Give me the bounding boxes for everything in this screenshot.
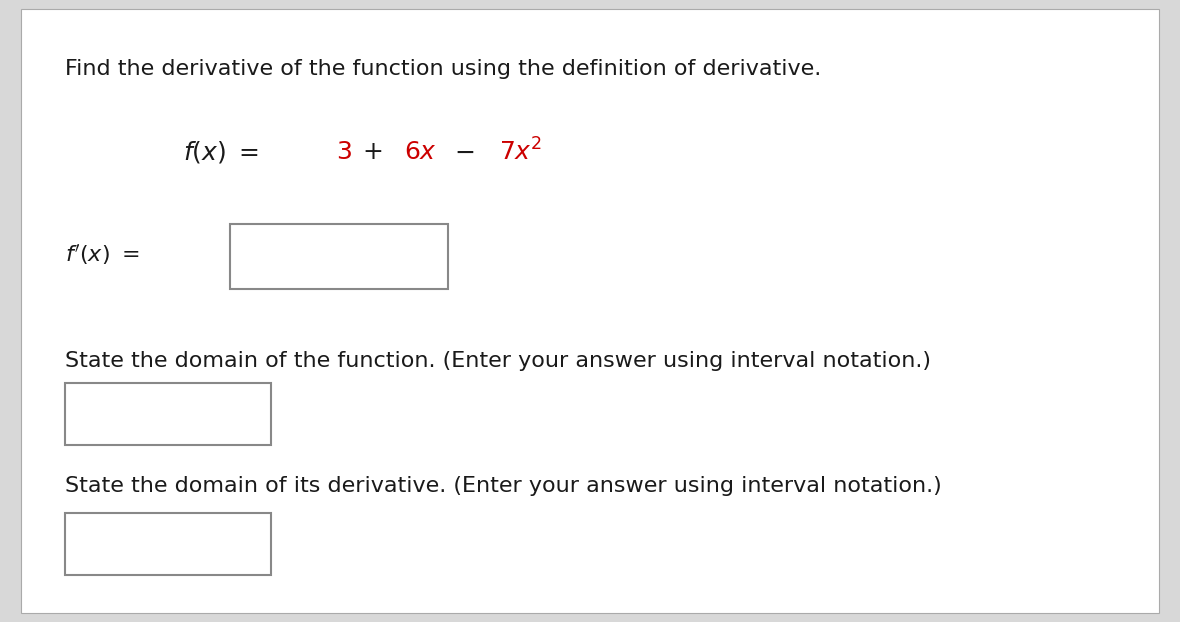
- FancyBboxPatch shape: [21, 9, 1159, 613]
- Text: State the domain of the function. (Enter your answer using interval notation.): State the domain of the function. (Enter…: [65, 351, 931, 371]
- FancyBboxPatch shape: [65, 383, 271, 445]
- Text: $-$: $-$: [454, 141, 474, 164]
- Text: $7x^2$: $7x^2$: [499, 139, 543, 166]
- Text: $+$: $+$: [362, 141, 382, 164]
- FancyBboxPatch shape: [65, 513, 271, 575]
- Text: Find the derivative of the function using the definition of derivative.: Find the derivative of the function usin…: [65, 59, 821, 79]
- Text: $\mathit{f(x)}$ $=$: $\mathit{f(x)}$ $=$: [183, 139, 267, 165]
- FancyBboxPatch shape: [230, 224, 448, 289]
- Text: $f'(x)$ $=$: $f'(x)$ $=$: [65, 243, 139, 267]
- Text: $6x$: $6x$: [404, 141, 437, 164]
- Text: $3$: $3$: [336, 141, 352, 164]
- Text: State the domain of its derivative. (Enter your answer using interval notation.): State the domain of its derivative. (Ent…: [65, 476, 942, 496]
